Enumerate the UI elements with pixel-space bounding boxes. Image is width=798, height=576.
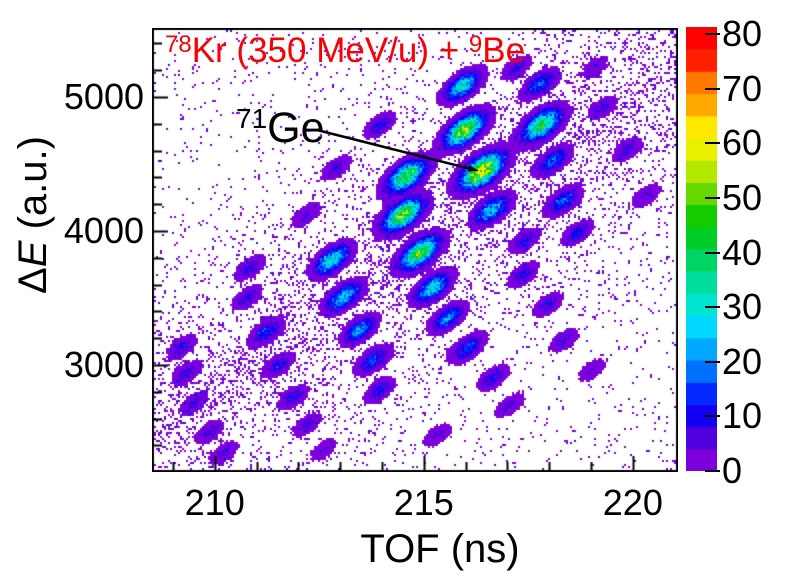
colorbar-tick-label: 10 bbox=[722, 395, 763, 437]
colorbar-tick-label: 60 bbox=[722, 122, 763, 164]
colorbar-canvas bbox=[686, 27, 717, 471]
target-mass-superscript: 9 bbox=[468, 31, 483, 58]
beam-mass-superscript: 78 bbox=[165, 31, 192, 58]
x-axis-title: TOF (ns) bbox=[360, 527, 520, 571]
histogram-plot-canvas bbox=[152, 28, 678, 472]
x-axis-tick-label: 210 bbox=[184, 482, 245, 523]
target-title-text: Be bbox=[482, 31, 526, 70]
colorbar-tick-mark bbox=[705, 415, 720, 418]
colorbar-tick-label: 20 bbox=[722, 340, 763, 382]
beam-title-text: Kr (350 MeV/u) + bbox=[191, 31, 469, 70]
isotope-mass-superscript: 71 bbox=[236, 103, 268, 134]
arrow-line bbox=[316, 128, 474, 171]
isotope-symbol: Ge bbox=[267, 104, 325, 152]
x-axis-tick-label: 220 bbox=[602, 482, 663, 523]
colorbar-tick-mark bbox=[705, 196, 720, 199]
colorbar-tick-label: 40 bbox=[722, 231, 763, 273]
y-axis-tick-label: 3000 bbox=[63, 343, 144, 385]
colorbar-tick-mark bbox=[705, 251, 720, 254]
colorbar-tick-label: 70 bbox=[722, 67, 763, 109]
isotope-annotation-label: 71Ge bbox=[236, 103, 325, 155]
colorbar-tick-mark bbox=[705, 33, 720, 36]
beam-reaction-title: 78Kr (350 MeV/u) + 9Be bbox=[165, 31, 525, 75]
colorbar-tick-mark bbox=[705, 142, 720, 145]
y-axis-tick-label: 5000 bbox=[63, 75, 144, 117]
colorbar-tick-mark bbox=[705, 470, 720, 472]
colorbar-tick-label: 80 bbox=[722, 13, 763, 55]
colorbar-tick-mark bbox=[705, 306, 720, 309]
colorbar-tick-mark bbox=[705, 360, 720, 363]
colorbar-tick-label: 0 bbox=[722, 450, 743, 491]
colorbar-tick-label: 50 bbox=[722, 176, 763, 218]
x-axis-tick-label: 215 bbox=[393, 482, 454, 523]
colorbar-tick-mark bbox=[705, 87, 720, 90]
arrow-head-icon bbox=[467, 165, 479, 172]
y-axis-tick-label: 4000 bbox=[63, 209, 144, 251]
colorbar-tick-label: 30 bbox=[722, 286, 763, 328]
y-title-delta: Δ bbox=[11, 267, 55, 294]
